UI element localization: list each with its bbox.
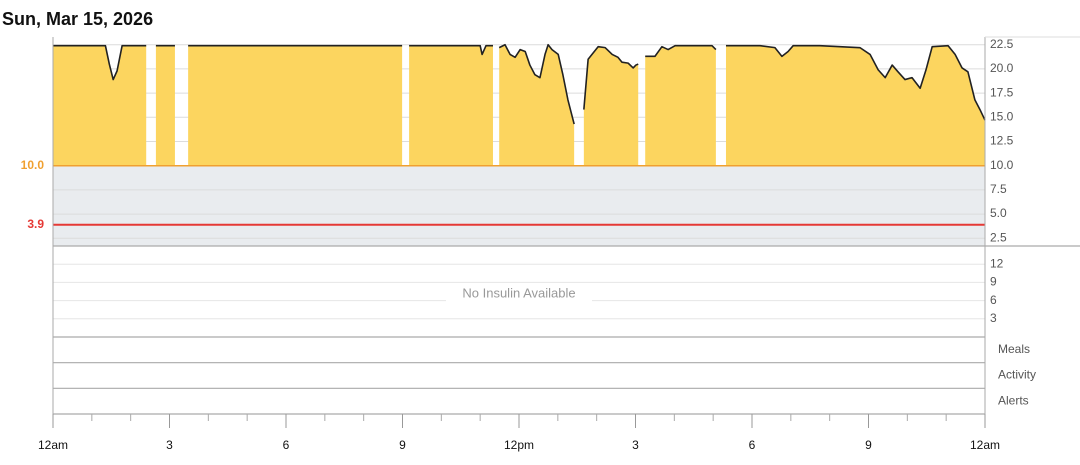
chart-title: Sun, Mar 15, 2026 <box>2 9 153 29</box>
low-threshold-label: 3.9 <box>27 217 44 231</box>
y-tick-label: 9 <box>990 275 997 289</box>
no-data-message: No Insulin Available <box>462 285 575 300</box>
y-tick-label: 20.0 <box>990 61 1014 75</box>
x-tick-label: 9 <box>399 438 406 452</box>
y-tick-label: 12.5 <box>990 134 1014 148</box>
y-tick-label: 7.5 <box>990 182 1007 196</box>
y-tick-label: 22.5 <box>990 37 1014 51</box>
row-label: Meals <box>998 342 1030 356</box>
target-band <box>53 165 985 246</box>
x-tick-label: 9 <box>865 438 872 452</box>
x-tick-label: 3 <box>632 438 639 452</box>
message-bg <box>446 283 592 305</box>
y-tick-label: 15.0 <box>990 109 1014 123</box>
x-tick-label: 6 <box>749 438 756 452</box>
y-tick-label: 12 <box>990 256 1004 270</box>
y-tick-label: 3 <box>990 311 997 325</box>
y-tick-label: 2.5 <box>990 230 1007 244</box>
high-threshold-label: 10.0 <box>21 158 45 172</box>
y-tick-label: 6 <box>990 293 997 307</box>
y-tick-label: 5.0 <box>990 206 1007 220</box>
row-label: Alerts <box>998 393 1029 407</box>
x-tick-label: 6 <box>283 438 290 452</box>
x-tick-label: 12am <box>970 438 1000 452</box>
row-label: Activity <box>998 368 1036 382</box>
y-tick-label: 10.0 <box>990 158 1014 172</box>
glucose-line <box>53 43 986 125</box>
y-tick-label: 17.5 <box>990 85 1014 99</box>
x-tick-label: 3 <box>166 438 173 452</box>
x-tick-label: 12pm <box>504 438 534 452</box>
x-tick-label: 12am <box>38 438 68 452</box>
glucose-area <box>53 44 985 166</box>
